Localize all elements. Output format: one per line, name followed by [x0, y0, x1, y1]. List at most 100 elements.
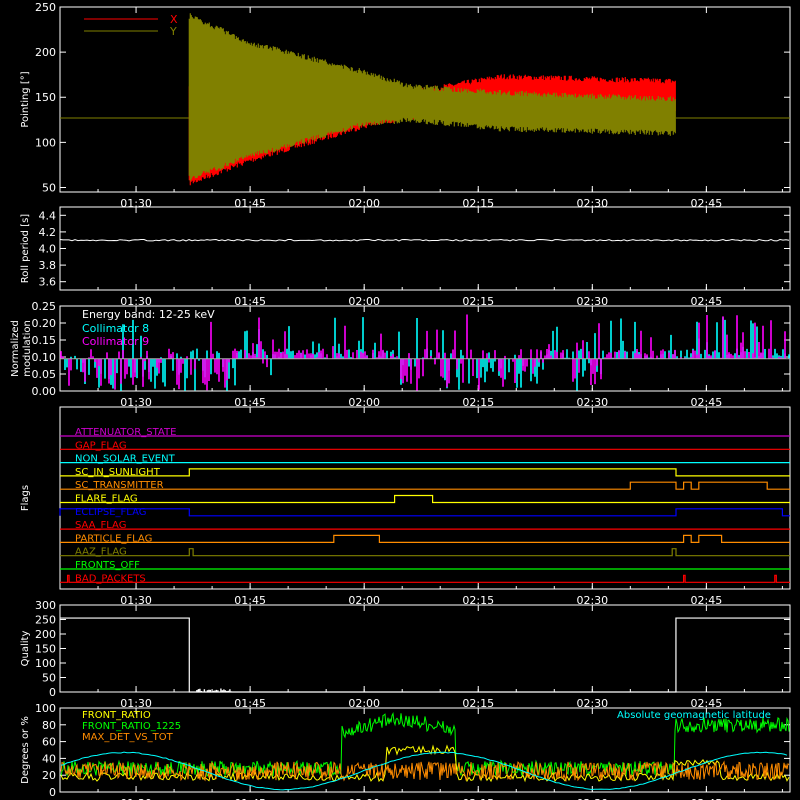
panel-frame [59, 707, 791, 793]
flag-label: SC_IN_SUNLIGHT [75, 467, 161, 478]
y-tick-label: 300 [35, 599, 56, 612]
y-axis-label-line1: Normalized [10, 320, 21, 377]
y-tick-label: 80 [42, 719, 56, 732]
flag-label: SC_TRANSMITTER [75, 480, 164, 491]
x-tick-label: 01:30 [120, 295, 152, 308]
y-tick-label: 200 [35, 628, 56, 641]
x-tick-label: 01:30 [120, 797, 152, 800]
x-tick-label: 02:30 [576, 295, 608, 308]
x-tick-label: 02:00 [348, 295, 380, 308]
x-tick-label: 02:15 [462, 396, 494, 409]
panel-3: 01:30 01:45 02:00 02:15 02:30 02:45 Normalized… [10, 300, 791, 409]
y-tick-label: 0.20 [32, 317, 57, 330]
quality-line [60, 617, 790, 693]
y-axis-label-line2: modulation [22, 320, 33, 377]
y-axis-label: Flags [20, 485, 31, 511]
x-tick-label: 01:30 [120, 697, 152, 710]
x-tick-label: 02:15 [462, 797, 494, 800]
panel-6: 01:30 01:45 02:00 02:15 02:30 02:45 Degrees or… [20, 702, 791, 800]
y-tick-label: 4.4 [39, 209, 57, 222]
legend-label: Collimator 9 [82, 335, 149, 348]
roll-period-line [59, 238, 790, 242]
y-tick-label: 0 [49, 686, 56, 699]
energy-band-annotation: Energy band: 12-25 keV [82, 308, 215, 321]
y-tick-label: 150 [35, 643, 56, 656]
y-tick-label: 50 [42, 672, 56, 685]
flag-label: FLARE_FLAG [75, 494, 138, 505]
y-tick-label: 50 [42, 181, 56, 194]
quality-spikes [196, 688, 233, 692]
legend-label-Y: Y [169, 25, 177, 38]
flag-line-flare_flag [60, 494, 790, 504]
series-geomagnetic-latitude-line [60, 751, 788, 791]
y-tick-label: 60 [42, 736, 56, 749]
y-tick-label: 0.00 [32, 385, 57, 398]
y-tick-label: 0.05 [32, 368, 57, 381]
series-Y-band [188, 13, 676, 182]
y-axis-label: Pointing [°] [20, 71, 31, 127]
y-tick-label: 100 [35, 136, 56, 149]
series-max-det-vs-tot-line [60, 760, 790, 782]
y-tick-label: 3.8 [39, 259, 57, 272]
x-tick-label: 02:30 [576, 594, 608, 607]
legend-label: MAX_DET_VS_TOT [82, 732, 174, 743]
flag-label: ECLIPSE_FLAG [75, 507, 146, 518]
panel-4: 01:30 01:45 02:00 02:15 02:30 02:45 Flags ATTEN… [20, 406, 791, 607]
x-tick-label: 02:45 [691, 797, 723, 800]
legend-label: Collimator 8 [82, 322, 149, 335]
legend-label: FRONT_RATIO_1225 [82, 721, 181, 732]
flag-line-particle_flag [60, 534, 790, 543]
x-tick-label: 02:00 [348, 697, 380, 710]
panel-5: 01:30 01:45 02:00 02:15 02:30 02:45 Quality 050… [20, 599, 791, 710]
y-tick-label: 40 [42, 752, 56, 765]
x-tick-label: 02:15 [462, 594, 494, 607]
flag-label: ATTENUATOR_STATE [75, 427, 176, 438]
flag-line-aaz_flag [60, 548, 790, 557]
flag-line-eclipse_flag [59, 508, 790, 517]
y-tick-label: 0.25 [32, 300, 57, 313]
y-axis-label: Roll period [s] [20, 214, 31, 283]
flag-label: PARTICLE_FLAG [75, 533, 152, 544]
y-tick-label: 4.2 [39, 226, 57, 239]
flag-line-sc_in_sunlight [60, 468, 790, 477]
x-tick-label: 01:45 [234, 797, 266, 800]
series-collimator-9-bars [60, 314, 786, 391]
x-tick-label: 02:00 [348, 797, 380, 800]
y-tick-label: 250 [35, 1, 56, 14]
y-axis-label: Degrees or % [20, 716, 31, 784]
flag-label: FRONTS_OFF [75, 560, 140, 571]
x-tick-label: 02:45 [691, 396, 723, 409]
legend-label: Absolute geomagnetic latitude [617, 710, 771, 721]
flag-label: AAZ_FLAG [75, 547, 127, 558]
x-tick-label: 02:30 [576, 697, 608, 710]
x-tick-label: 02:30 [576, 396, 608, 409]
flag-label: GAP_FLAG [75, 440, 127, 451]
x-tick-label: 01:45 [234, 697, 266, 710]
flag-line-sc_transmitter [60, 481, 790, 490]
y-tick-label: 20 [42, 769, 56, 782]
y-tick-label: 0.10 [32, 351, 57, 364]
y-tick-label: 100 [35, 657, 56, 670]
y-axis-label: Quality [20, 631, 31, 667]
x-tick-label: 02:45 [691, 594, 723, 607]
panel-frame [59, 305, 791, 392]
panel-2: 01:30 01:45 02:00 02:15 02:30 02:45 Roll perio… [20, 206, 791, 308]
x-tick-label: 01:45 [234, 396, 266, 409]
y-tick-label: 100 [35, 702, 56, 715]
flag-line-bad_packets [60, 574, 790, 583]
x-tick-label: 02:00 [348, 594, 380, 607]
y-tick-label: 3.6 [39, 276, 57, 289]
flag-label: BAD_PACKETS [75, 573, 146, 584]
x-tick-label: 02:15 [462, 295, 494, 308]
x-tick-label: 01:30 [120, 594, 152, 607]
y-tick-label: 150 [35, 91, 56, 104]
flag-label: SAA_FLAG [75, 520, 126, 531]
x-tick-label: 01:45 [234, 594, 266, 607]
x-tick-label: 02:15 [462, 697, 494, 710]
panel-frame [59, 6, 791, 193]
x-tick-label: 02:45 [691, 295, 723, 308]
x-tick-label: 01:30 [120, 396, 152, 409]
x-tick-label: 02:00 [348, 396, 380, 409]
